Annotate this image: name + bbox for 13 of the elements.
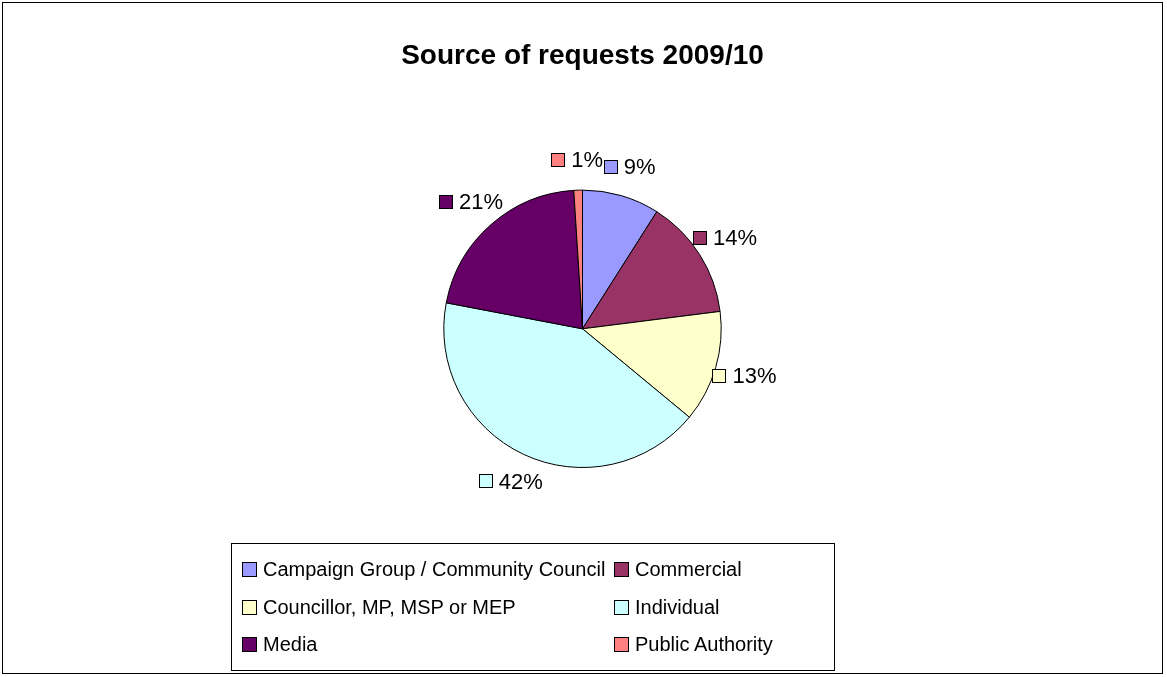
legend-label: Individual <box>635 595 720 619</box>
data-label: 1% <box>571 147 604 173</box>
data-label: 9% <box>623 153 656 179</box>
legend-label: Media <box>263 632 318 656</box>
chart-title: Source of requests 2009/10 <box>401 38 764 70</box>
legend-label: Campaign Group / Community Council <box>263 558 606 582</box>
legend-label: Public Authority <box>635 632 773 656</box>
data-label: 42% <box>498 468 543 494</box>
data-label: 21% <box>458 189 503 215</box>
legend-label: Councillor, MP, MSP or MEP <box>263 595 516 619</box>
legend-label: Commercial <box>635 558 742 582</box>
data-label: 13% <box>732 362 777 388</box>
data-label: 14% <box>712 225 757 251</box>
